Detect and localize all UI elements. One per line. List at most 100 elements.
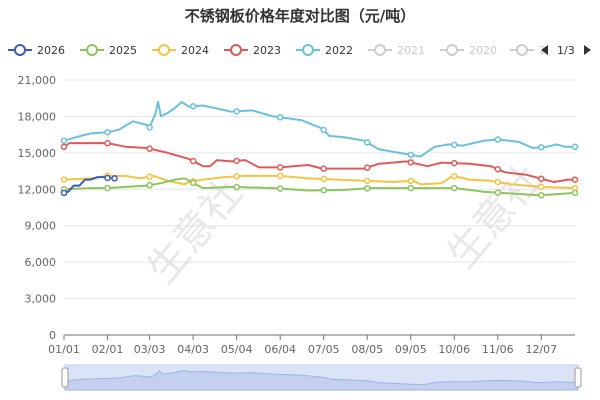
legend: 2026 2025 2024 2023 2022 2021 2020 2 1/3 — [8, 44, 591, 57]
data-point-2024 — [407, 177, 414, 185]
legend-item-2025[interactable]: 2025 — [80, 44, 137, 57]
data-point-2024 — [494, 178, 502, 186]
data-point-2023 — [233, 157, 240, 165]
data-point-2022 — [407, 151, 414, 159]
legend-label: 2023 — [253, 44, 281, 57]
legend-page-indicator: 1/3 — [557, 44, 575, 57]
data-point-2024 — [320, 175, 327, 183]
y-tick-label: 21,000 — [18, 74, 57, 87]
x-tick-label: 07/05 — [308, 343, 340, 356]
watermark-layer: 生意社 生意社 — [139, 156, 551, 292]
legend-marker-icon — [14, 44, 26, 56]
series-layer — [60, 100, 579, 199]
data-point-2022 — [60, 137, 68, 144]
legend-label: 2021 — [397, 44, 425, 57]
data-point-2025 — [189, 179, 197, 187]
data-point-2024 — [60, 176, 68, 183]
x-tick-label: 11/06 — [482, 343, 514, 356]
data-point-2025 — [494, 189, 502, 196]
legend-marker-icon — [158, 44, 170, 56]
x-tick-label: 09/05 — [395, 343, 427, 356]
x-tick-label: 03/03 — [134, 343, 166, 356]
legend-prev-icon[interactable] — [541, 45, 548, 55]
data-point-2025 — [276, 185, 284, 192]
data-point-2024 — [363, 177, 371, 185]
x-tick-label: 08/05 — [351, 343, 383, 356]
series-line-2024 — [63, 174, 576, 190]
data-point-2026 — [104, 174, 111, 182]
y-tick-label: 15,000 — [18, 147, 57, 160]
zoom-handle-right[interactable] — [574, 367, 582, 388]
data-point-2022 — [451, 141, 458, 149]
legend-item-2023[interactable]: 2023 — [224, 44, 281, 57]
x-tick-label: 04/03 — [177, 343, 209, 356]
data-point-2025 — [451, 184, 458, 192]
legend-item-2020[interactable]: 2020 — [440, 44, 497, 57]
data-point-2022 — [104, 128, 111, 136]
zoom-handle-left[interactable] — [61, 367, 69, 388]
data-point-2025 — [363, 185, 371, 192]
axis-layer: 0 3,000 6,000 9,000 12,000 15,000 18,000 21,000… — [18, 74, 575, 356]
data-point-2023 — [60, 143, 68, 151]
series-line-2025 — [63, 177, 576, 197]
legend-marker-icon — [230, 44, 242, 56]
data-point-2022 — [189, 103, 197, 110]
data-zoom-slider — [61, 364, 582, 391]
data-point-2025 — [571, 189, 579, 197]
data-point-2023 — [320, 165, 327, 172]
data-point-2022 — [494, 136, 502, 143]
data-point-2024 — [276, 172, 284, 180]
series-line-2023 — [63, 142, 575, 183]
y-tick-label: 6,000 — [25, 256, 57, 269]
data-point-2022 — [538, 144, 545, 151]
data-point-2022 — [276, 114, 284, 121]
y-tick-label: 0 — [49, 329, 56, 342]
x-tick-label: 06/04 — [264, 343, 296, 356]
x-tick-label: 12/07 — [525, 343, 557, 356]
data-point-2022 — [571, 143, 579, 151]
data-point-2024 — [451, 172, 458, 180]
data-point-2023 — [571, 176, 579, 183]
legend-label: 2022 — [325, 44, 353, 57]
zoom-preview-area — [64, 369, 579, 391]
grid-layer — [64, 79, 575, 300]
data-point-2022 — [146, 124, 153, 131]
data-point-2025 — [146, 181, 153, 189]
x-tick-label: 10/06 — [438, 343, 470, 356]
legend-item-2022[interactable]: 2022 — [296, 44, 353, 57]
legend-next-icon[interactable] — [584, 45, 591, 55]
data-point-2022 — [363, 139, 371, 146]
legend-item-2024[interactable]: 2024 — [152, 44, 209, 57]
data-point-2025 — [407, 184, 414, 192]
legend-label: 2025 — [109, 44, 137, 57]
data-point-2026 — [111, 175, 118, 182]
data-point-2022 — [320, 126, 327, 134]
data-point-2024 — [233, 173, 240, 180]
data-point-2025 — [320, 186, 327, 194]
data-point-2025 — [538, 192, 545, 199]
data-point-2023 — [494, 166, 502, 173]
data-point-2023 — [189, 157, 197, 165]
legend-label: 2026 — [37, 44, 65, 57]
y-tick-label: 18,000 — [18, 110, 57, 123]
data-point-2025 — [104, 184, 111, 192]
data-point-2022 — [233, 107, 240, 115]
legend-label: 2020 — [469, 44, 497, 57]
y-tick-label: 3,000 — [25, 293, 57, 306]
legend-marker-icon — [516, 44, 528, 56]
data-point-2025 — [233, 183, 240, 191]
x-tick-label: 05/04 — [221, 343, 253, 356]
chart-title: 不锈钢板价格年度对比图（元/吨） — [184, 7, 416, 25]
x-tick-label: 02/01 — [92, 343, 124, 356]
legend-marker-icon — [302, 44, 314, 56]
data-point-2023 — [146, 145, 153, 152]
legend-item-2[interactable]: 2 — [510, 44, 546, 57]
data-point-2023 — [407, 159, 414, 166]
legend-item-2021[interactable]: 2021 — [368, 44, 425, 57]
legend-item-2026[interactable]: 2026 — [8, 44, 65, 57]
data-point-2024 — [146, 173, 153, 180]
data-point-2023 — [276, 164, 284, 171]
x-tick-label: 01/01 — [48, 343, 80, 356]
data-point-2026 — [60, 189, 68, 197]
